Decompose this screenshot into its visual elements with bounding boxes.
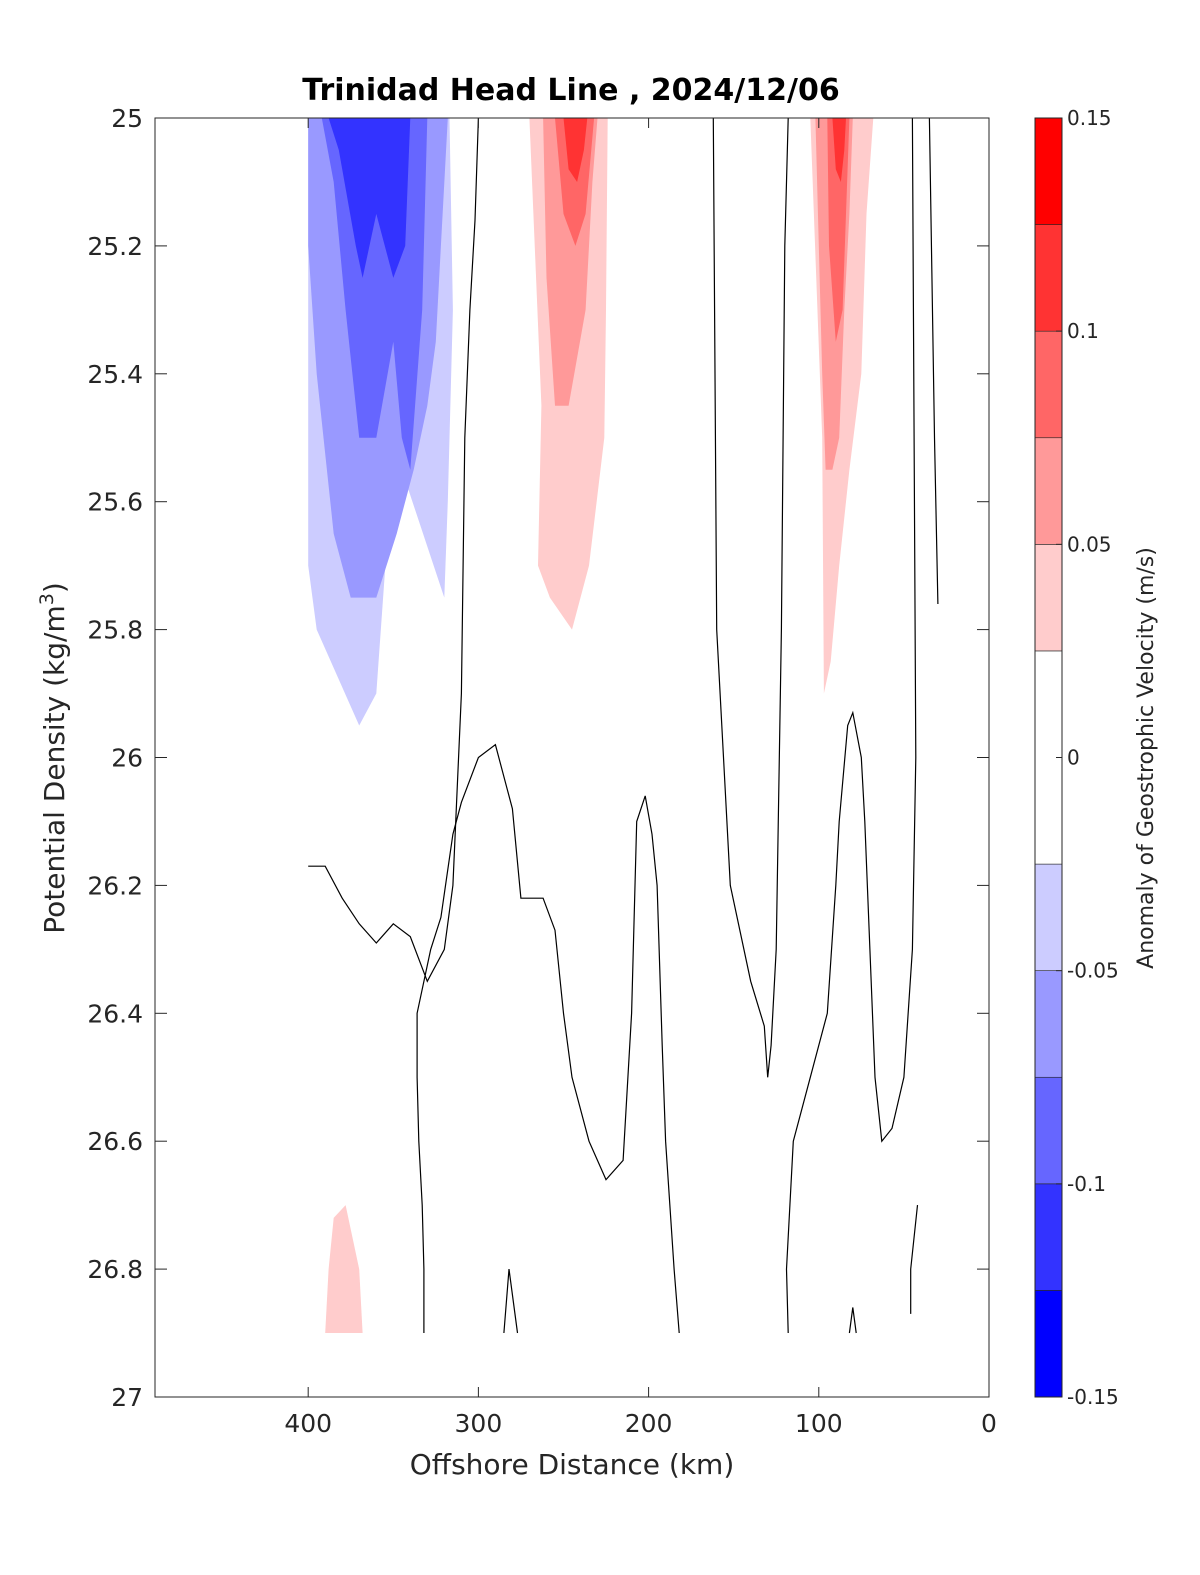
zero-contour-line-1	[416, 743, 680, 1334]
colorbar-tick-label: -0.05	[1067, 959, 1119, 983]
velocity-region-4	[328, 118, 411, 278]
colorbar-tick-label: 0.15	[1067, 106, 1112, 130]
y-axis-label-close: )	[38, 582, 71, 593]
y-tick-label: 25.6	[87, 488, 143, 517]
velocity-region-12	[575, 1249, 622, 1333]
colorbar-band-2	[1034, 1076, 1063, 1185]
y-tick-label: 25	[111, 104, 143, 133]
x-tick-label: 200	[625, 1409, 673, 1438]
y-tick-label: 26.4	[87, 999, 143, 1028]
zero-contour-line-7	[848, 1307, 857, 1334]
colorbar-tick-label: 0	[1067, 746, 1080, 770]
y-axis-label-main: Potential Density (kg/m	[38, 605, 71, 934]
colorbar-band-0	[1034, 1290, 1063, 1398]
x-tick-label: 300	[455, 1409, 503, 1438]
colorbar-tick-label: -0.15	[1067, 1385, 1119, 1409]
x-tick-label: 100	[795, 1409, 843, 1438]
colorbar-band-7	[1034, 437, 1063, 545]
colorbar-ticks: -0.15 -0.1 -0.05 0 0.05 0.1 0.15	[1056, 106, 1119, 1409]
zero-contour-layer	[308, 118, 939, 1334]
velocity-region-11	[325, 1205, 363, 1333]
colorbar-band-6	[1034, 544, 1063, 652]
zero-contour-line-3	[712, 118, 789, 1078]
y-axis: 25 25.2 25.4 25.6 25.8 26 26.2 26.4 26.6 26.8 27	[87, 104, 989, 1412]
zero-contour-line-5	[928, 118, 939, 605]
x-tick-label: 0	[981, 1409, 997, 1438]
filled-contour-layer	[308, 118, 882, 1333]
y-tick-label: 26.8	[87, 1255, 143, 1284]
zero-contour-line-6	[910, 1205, 919, 1314]
zero-contour-line-0	[308, 118, 479, 983]
colorbar-band-4	[1034, 863, 1063, 971]
chart-title: Trinidad Head Line , 2024/12/06	[302, 73, 839, 108]
x-tick-label: 400	[284, 1409, 332, 1438]
colorbar-band-1	[1034, 1183, 1063, 1291]
colorbar-tick-label: 0.05	[1067, 532, 1112, 556]
y-tick-label: 25.8	[87, 616, 143, 645]
colorbar: -0.15 -0.1 -0.05 0 0.05 0.1 0.15	[1034, 106, 1119, 1409]
colorbar-band-8	[1034, 330, 1063, 439]
colorbar-bands	[1034, 117, 1063, 1398]
y-tick-label: 25.2	[87, 232, 143, 261]
y-tick-label: 26.2	[87, 871, 143, 900]
colorbar-band-10	[1034, 117, 1063, 225]
colorbar-band-9	[1034, 224, 1063, 332]
y-tick-label: 26.6	[87, 1127, 143, 1156]
y-tick-label: 25.4	[87, 360, 143, 389]
colorbar-tick-label: 0.1	[1067, 319, 1099, 343]
velocity-region-0	[308, 118, 768, 822]
y-axis-label: Potential Density (kg/m3)	[36, 582, 71, 934]
y-axis-label-superscript: 3	[36, 593, 58, 605]
zero-contour-line-4	[785, 118, 917, 1334]
plot-area: 400 300 200 100 0 25 25.2 25.4 25.6 25.8 26 26.2 26…	[87, 104, 997, 1438]
colorbar-band-3	[1034, 970, 1063, 1078]
y-tick-label: 27	[111, 1383, 143, 1412]
colorbar-label: Anomaly of Geostrophic Velocity (m/s)	[1134, 547, 1159, 969]
x-axis: 400 300 200 100 0	[284, 118, 997, 1438]
x-axis-label: Offshore Distance (km)	[410, 1448, 735, 1481]
y-tick-label: 26	[111, 744, 143, 773]
colorbar-tick-label: -0.1	[1067, 1172, 1106, 1196]
zero-contour-line-2	[503, 1269, 519, 1334]
